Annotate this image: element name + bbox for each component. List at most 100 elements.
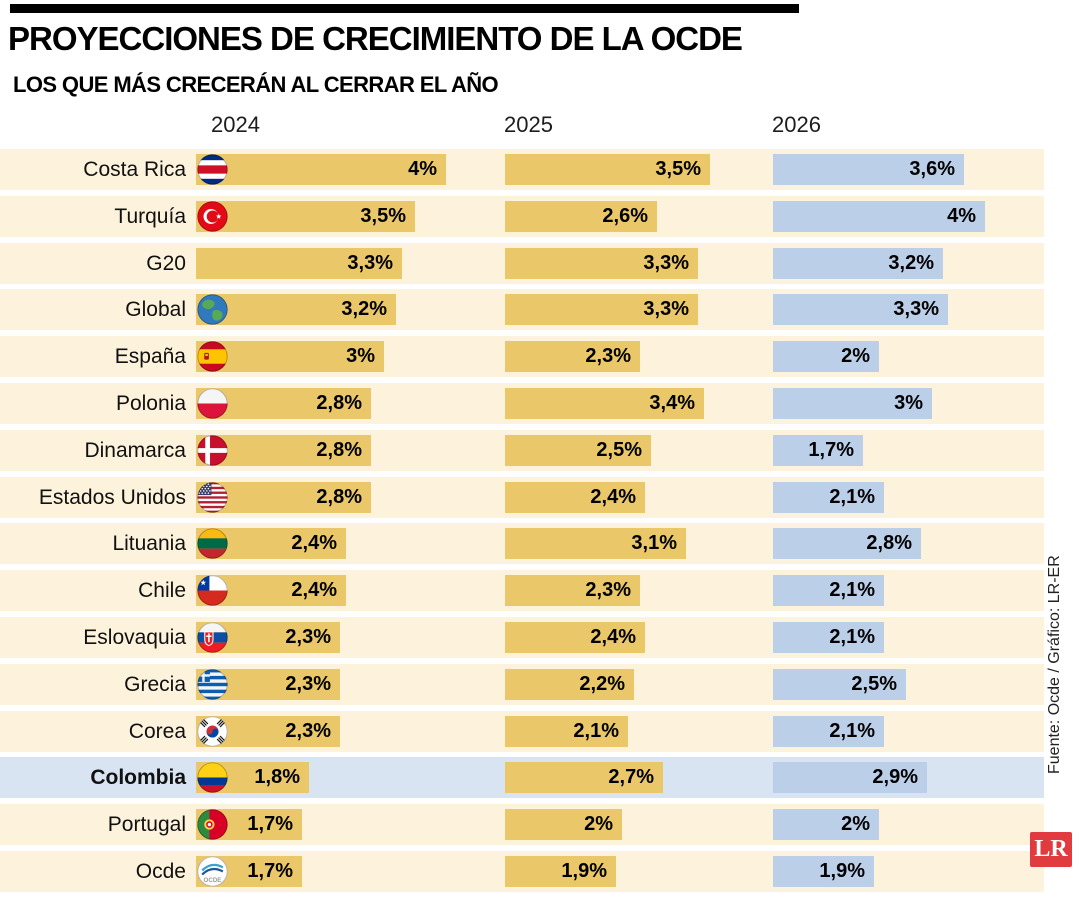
bar-value: 2,1% (829, 720, 875, 742)
bar-value: 3,5% (655, 158, 701, 180)
page-title: PROYECCIONES DE CRECIMIENTO DE LA OCDE (8, 20, 743, 57)
chile-flag-icon (197, 575, 228, 606)
portugal-flag-icon (197, 809, 228, 840)
row-grecia: Grecia 2,3% 2,2% 2,5% (0, 664, 1044, 705)
row-turquia: Turquía 3,5% 2,6% 4% (0, 196, 1044, 237)
bar-value: 3% (894, 392, 923, 414)
bar-2024: 3,2% (196, 294, 396, 325)
bar-value: 1,7% (247, 860, 293, 882)
bar-value: 3,3% (347, 252, 393, 274)
row-global: Global 3,2% 3,3% 3,3% (0, 289, 1044, 330)
header-rule (10, 4, 799, 13)
bar-2026: 3,3% (773, 294, 948, 325)
bar-value: 2,3% (585, 579, 631, 601)
country-label: Polonia (115, 392, 186, 415)
bar-2025: 3,5% (505, 154, 710, 185)
bar-2025: 2,4% (505, 622, 645, 653)
row-portugal: Portugal 1,7% 2% 2% (0, 804, 1044, 845)
country-label: Corea (128, 720, 186, 743)
row-estados-unidos: Estados Unidos 2,8% 2,4% 2,1% (0, 477, 1044, 518)
poland-flag-icon (197, 388, 228, 419)
country-label: G20 (146, 252, 186, 275)
svg-text:OCDE: OCDE (204, 877, 222, 884)
bar-2025: 2,5% (505, 435, 651, 466)
country-label: Dinamarca (84, 439, 186, 462)
bar-value: 1,7% (808, 439, 854, 461)
country-label: Eslovaquia (83, 626, 186, 649)
bar-value: 2,8% (866, 532, 912, 554)
country-label: Grecia (124, 673, 186, 696)
bar-2026: 2,8% (773, 528, 921, 559)
bar-2024: 3,5% (196, 201, 415, 232)
turkey-flag-icon (197, 201, 228, 232)
bar-value: 2,9% (872, 766, 918, 788)
bar-value: 2% (841, 813, 870, 835)
bar-value: 2,3% (285, 673, 331, 695)
bar-2026: 2,1% (773, 622, 884, 653)
bar-2024: 3% (196, 341, 384, 372)
row-eslovaquia: Eslovaquia 2,3% 2,4% 2,1% (0, 617, 1044, 658)
spain-flag-icon (197, 341, 228, 372)
country-label: Ocde (135, 860, 186, 883)
bar-value: 2,1% (829, 579, 875, 601)
bar-value: 2,3% (285, 626, 331, 648)
bar-value: 2,4% (590, 626, 636, 648)
bar-value: 2,3% (285, 720, 331, 742)
bar-value: 2,5% (851, 673, 897, 695)
bar-value: 1,9% (819, 860, 865, 882)
country-label: Global (125, 298, 186, 321)
south-korea-flag-icon (197, 716, 228, 747)
column-header-2025: 2025 (504, 112, 553, 137)
source-credit: Fuente: Ocde / Gráfico: LR-ER (1046, 555, 1063, 775)
bar-value: 3,6% (909, 158, 955, 180)
row-lituania: Lituania 2,4% 3,1% 2,8% (0, 523, 1044, 564)
lithuania-flag-icon (197, 528, 228, 559)
country-label: Estados Unidos (38, 486, 186, 509)
bar-value: 3,5% (360, 205, 406, 227)
bar-value: 4% (947, 205, 976, 227)
column-header-2024: 2024 (211, 112, 260, 137)
row-polonia: Polonia 2,8% 3,4% 3% (0, 383, 1044, 424)
bar-value: 2,1% (573, 720, 619, 742)
bar-value: 2,1% (829, 486, 875, 508)
row-colombia: Colombia 1,8% 2,7% 2,9% (0, 757, 1044, 798)
bar-value: 2,7% (608, 766, 654, 788)
bar-2026: 2,5% (773, 669, 906, 700)
row-espana: España 3% 2,3% 2% (0, 336, 1044, 377)
bar-value: 1,7% (247, 813, 293, 835)
bar-value: 3,2% (341, 298, 387, 320)
row-ocde: Ocde 1,7% 1,9% 1,9% OCDE (0, 851, 1044, 892)
bar-value: 3,3% (643, 298, 689, 320)
bar-value: 2,6% (602, 205, 648, 227)
bar-2025: 2,6% (505, 201, 657, 232)
bar-value: 2,8% (316, 392, 362, 414)
bar-2025: 3,3% (505, 294, 698, 325)
bar-value: 3% (346, 345, 375, 367)
bar-2026: 2% (773, 341, 879, 372)
bar-2025: 3,1% (505, 528, 686, 559)
bar-2025: 2,3% (505, 341, 640, 372)
country-label: Turquía (114, 205, 186, 228)
bar-2026: 1,9% (773, 856, 874, 887)
country-label: Colombia (90, 766, 186, 789)
bar-value: 2,3% (585, 345, 631, 367)
bar-2024: 4% (196, 154, 446, 185)
column-header-2026: 2026 (772, 112, 821, 137)
bar-value: 2% (584, 813, 613, 835)
page-subtitle: LOS QUE MÁS CRECERÁN AL CERRAR EL AÑO (13, 72, 499, 97)
bar-value: 3,3% (893, 298, 939, 320)
bar-2025: 1,9% (505, 856, 616, 887)
bar-value: 3,4% (649, 392, 695, 414)
bar-2024: 3,3% (196, 248, 402, 279)
bar-value: 2,8% (316, 439, 362, 461)
bar-2025: 3,3% (505, 248, 698, 279)
bar-value: 3,3% (643, 252, 689, 274)
bar-2025: 2,7% (505, 762, 663, 793)
bar-2026: 3% (773, 388, 932, 419)
country-label: España (114, 345, 186, 368)
slovakia-flag-icon (197, 622, 228, 653)
bar-2025: 2% (505, 809, 622, 840)
lr-logo: LR (1030, 832, 1072, 867)
bar-2025: 2,2% (505, 669, 634, 700)
